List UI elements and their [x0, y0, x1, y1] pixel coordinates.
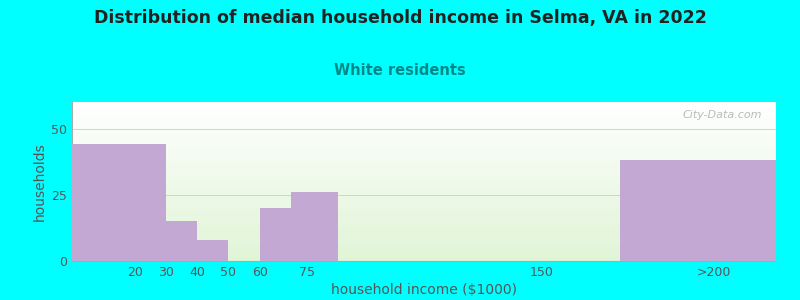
- Bar: [72, 144, 166, 261]
- Bar: [291, 192, 338, 261]
- Bar: [166, 221, 197, 261]
- X-axis label: household income ($1000): household income ($1000): [331, 283, 517, 297]
- Text: White residents: White residents: [334, 63, 466, 78]
- Text: City-Data.com: City-Data.com: [682, 110, 762, 120]
- Bar: [197, 240, 229, 261]
- Text: Distribution of median household income in Selma, VA in 2022: Distribution of median household income …: [94, 9, 706, 27]
- Bar: [619, 160, 776, 261]
- Bar: [260, 208, 291, 261]
- Y-axis label: households: households: [33, 142, 47, 221]
